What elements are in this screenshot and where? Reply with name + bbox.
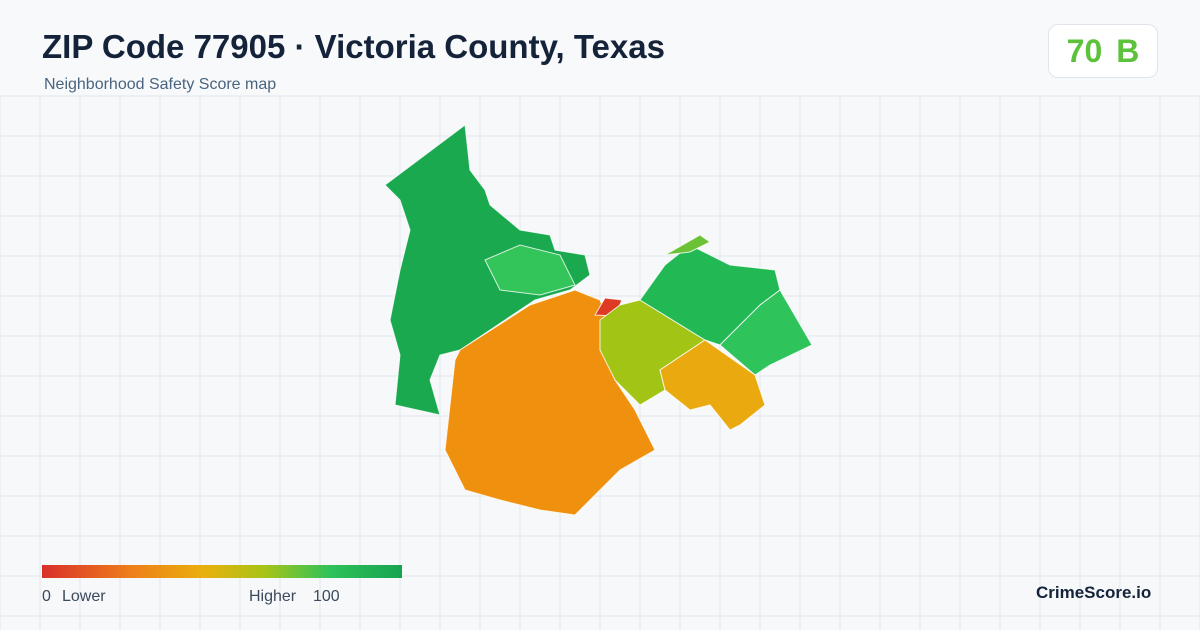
legend-min-label: Lower [62,588,106,605]
grade: B [1116,32,1140,69]
score: 70 [1066,32,1103,69]
region [484,244,576,296]
region [444,289,656,516]
brand: CrimeScore.io [1036,583,1152,602]
legend-max: 100 [313,588,340,605]
legend-max-label: Higher [249,588,297,605]
regions [384,124,813,516]
subtitle: Neighborhood Safety Score map [44,76,277,93]
legend-bar [42,565,402,578]
header-bg [0,0,1200,96]
region [664,234,711,256]
region [659,339,766,431]
legend-min: 0 [42,588,51,605]
region [384,124,591,416]
title: ZIP Code 77905 · Victoria County, Texas [42,28,665,65]
score-badge: 70 B [1048,24,1158,78]
